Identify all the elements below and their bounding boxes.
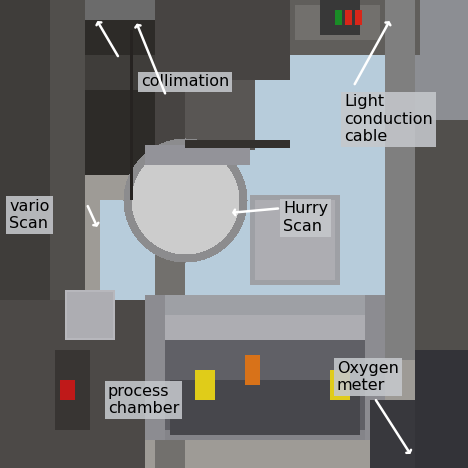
- Text: Oxygen
meter: Oxygen meter: [337, 360, 399, 393]
- Text: process
chamber: process chamber: [108, 384, 179, 417]
- Text: Light
conduction
cable: Light conduction cable: [344, 95, 433, 144]
- Text: vario
Scan: vario Scan: [9, 199, 50, 232]
- Text: Hurry
Scan: Hurry Scan: [283, 201, 328, 234]
- Text: collimation: collimation: [141, 74, 229, 89]
